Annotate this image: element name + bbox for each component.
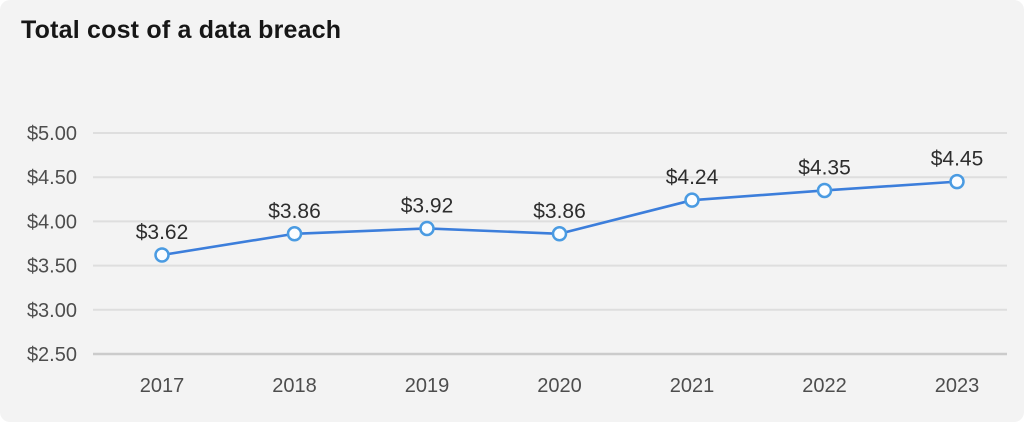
data-point-label: $4.35 bbox=[798, 156, 851, 179]
y-tick-label: $4.00 bbox=[27, 211, 77, 233]
data-point-marker bbox=[949, 173, 965, 190]
x-tick-label: 2019 bbox=[405, 375, 450, 397]
data-point-marker bbox=[286, 226, 303, 242]
data-point-marker bbox=[551, 226, 568, 242]
x-tick-label: 2022 bbox=[802, 375, 847, 397]
data-point-label: $3.92 bbox=[401, 194, 454, 217]
y-tick-label: $2.50 bbox=[27, 344, 77, 366]
data-point-label: $3.62 bbox=[136, 221, 189, 244]
x-tick-label: 2017 bbox=[140, 375, 185, 397]
data-point-marker bbox=[154, 247, 170, 263]
data-point-marker bbox=[816, 182, 833, 199]
data-point-marker bbox=[419, 220, 435, 237]
data-point-label: $4.24 bbox=[666, 166, 719, 189]
y-tick-label: $4.50 bbox=[27, 167, 77, 189]
y-tick-label: $5.00 bbox=[27, 123, 77, 145]
x-tick-label: 2021 bbox=[670, 375, 715, 397]
data-point-label: $4.45 bbox=[931, 148, 984, 171]
chart-title: Total cost of a data breach bbox=[21, 16, 342, 44]
data-point-label: $3.86 bbox=[533, 200, 586, 223]
data-point-label: $3.86 bbox=[268, 200, 321, 223]
y-tick-label: $3.50 bbox=[27, 256, 77, 278]
x-tick-label: 2020 bbox=[537, 375, 582, 397]
y-tick-label: $3.00 bbox=[27, 300, 77, 322]
x-tick-label: 2023 bbox=[935, 375, 980, 397]
data-point-marker bbox=[684, 192, 700, 208]
x-tick-label: 2018 bbox=[272, 375, 317, 397]
